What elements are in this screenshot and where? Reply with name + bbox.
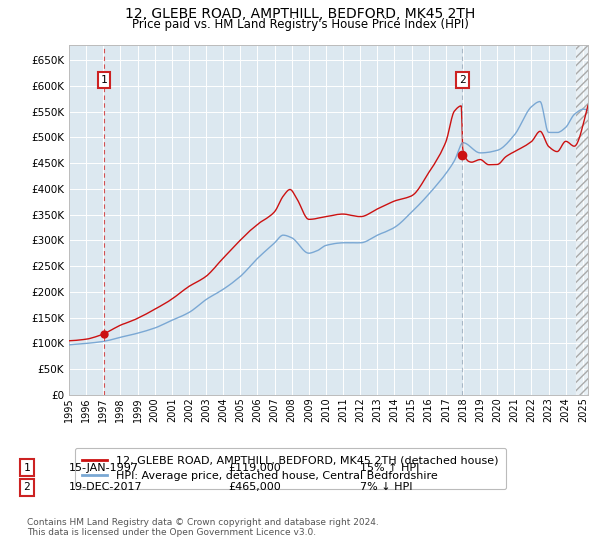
- Text: Price paid vs. HM Land Registry's House Price Index (HPI): Price paid vs. HM Land Registry's House …: [131, 18, 469, 31]
- Text: £465,000: £465,000: [228, 482, 281, 492]
- Text: 15% ↑ HPI: 15% ↑ HPI: [360, 463, 419, 473]
- Text: 15-JAN-1997: 15-JAN-1997: [69, 463, 139, 473]
- Text: 12, GLEBE ROAD, AMPTHILL, BEDFORD, MK45 2TH: 12, GLEBE ROAD, AMPTHILL, BEDFORD, MK45 …: [125, 7, 475, 21]
- Text: 19-DEC-2017: 19-DEC-2017: [69, 482, 143, 492]
- Text: 2: 2: [459, 75, 466, 85]
- Text: 1: 1: [23, 463, 31, 473]
- Legend: 12, GLEBE ROAD, AMPTHILL, BEDFORD, MK45 2TH (detached house), HPI: Average price: 12, GLEBE ROAD, AMPTHILL, BEDFORD, MK45 …: [74, 448, 506, 489]
- Text: 7% ↓ HPI: 7% ↓ HPI: [360, 482, 413, 492]
- Text: 1: 1: [101, 75, 107, 85]
- Bar: [576, 45, 588, 395]
- Text: Contains HM Land Registry data © Crown copyright and database right 2024.
This d: Contains HM Land Registry data © Crown c…: [27, 518, 379, 538]
- Bar: [576, 45, 588, 395]
- Text: £119,000: £119,000: [228, 463, 281, 473]
- Text: 2: 2: [23, 482, 31, 492]
